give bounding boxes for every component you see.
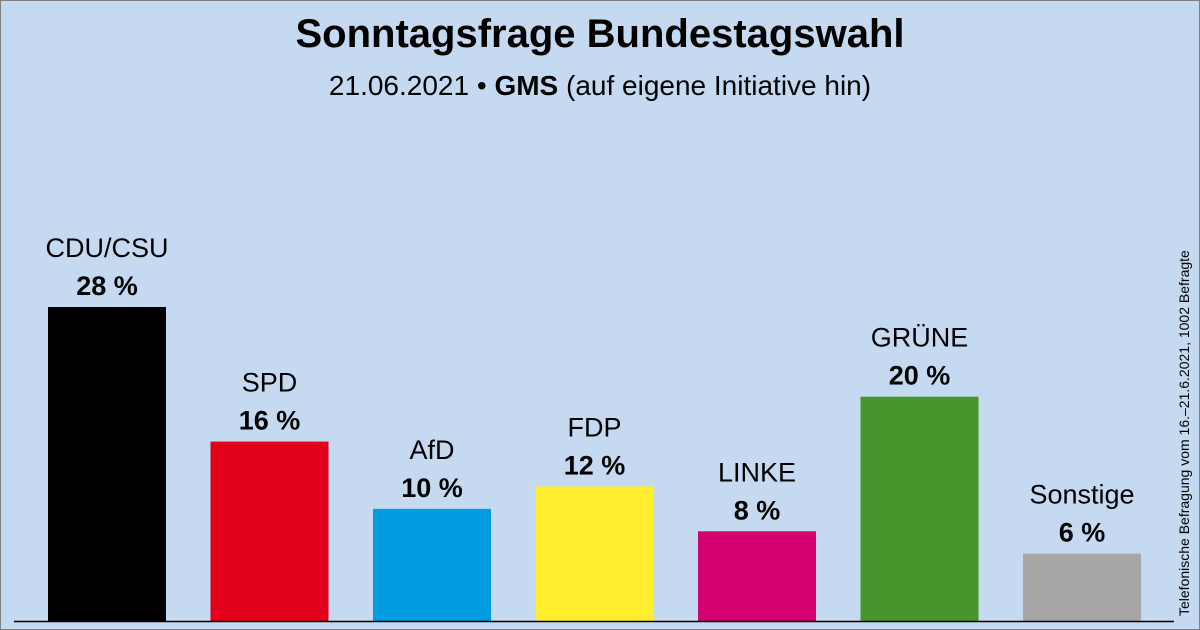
category-label-cdu-csu: CDU/CSU <box>45 233 168 263</box>
bar-afd <box>373 508 491 621</box>
survey-date: 21.06.2021 <box>328 70 470 101</box>
category-label-fdp: FDP <box>568 412 622 442</box>
value-label-linke: 8 % <box>734 495 781 525</box>
value-label-afd: 10 % <box>401 473 463 503</box>
category-label-gruene: GRÜNE <box>871 323 969 353</box>
category-label-sonstige: Sonstige <box>1029 480 1134 510</box>
bar-gruene <box>860 396 979 621</box>
bar-fdp <box>535 486 654 621</box>
chart-title: Sonntagsfrage Bundestagswahl <box>295 12 905 56</box>
value-label-sonstige: 6 % <box>1059 518 1106 548</box>
bar-linke <box>698 531 816 621</box>
category-label-afd: AfD <box>409 435 454 465</box>
subtitle-note: (auf eigene Initiative hin) <box>566 70 872 101</box>
value-label-gruene: 20 % <box>889 361 951 391</box>
chart-subtitle: 21.06.2021 • GMS (auf eigene Initiative … <box>0 70 1200 102</box>
value-label-cdu-csu: 28 % <box>76 271 138 301</box>
subtitle-separator: • <box>476 70 487 101</box>
category-label-spd: SPD <box>242 368 298 398</box>
bar-sonstige <box>1023 553 1141 621</box>
value-label-fdp: 12 % <box>564 450 626 480</box>
bar-spd <box>210 441 329 621</box>
category-label-linke: LINKE <box>718 457 796 487</box>
institute-name: GMS <box>494 70 559 101</box>
value-label-spd: 16 % <box>239 406 301 436</box>
bar-cdu-csu <box>48 307 166 621</box>
